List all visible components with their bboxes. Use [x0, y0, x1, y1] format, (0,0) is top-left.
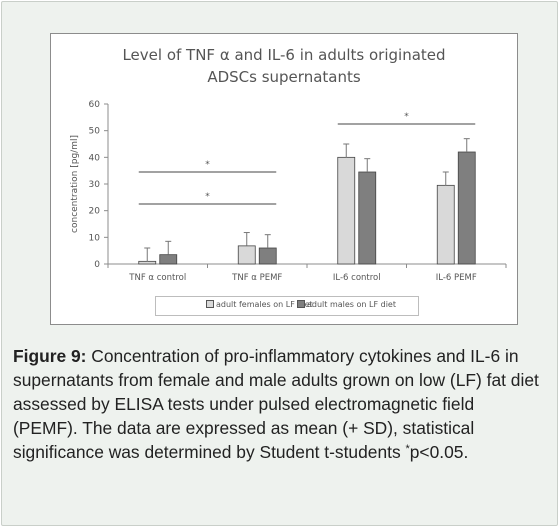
- x-category-label: TNF α PEMF: [231, 273, 282, 283]
- bar-males: [358, 171, 377, 265]
- bar-males: [457, 151, 476, 265]
- bar-females: [237, 245, 256, 265]
- y-tick-label: 50: [89, 127, 101, 137]
- x-category-label: TNF α control: [128, 273, 186, 283]
- caption-text: Concentration of pro-inflammatory cytoki…: [13, 346, 539, 462]
- y-axis-label: concentration [pg/ml]: [70, 135, 80, 233]
- y-tick-label: 60: [89, 100, 101, 110]
- bar-chart: 0 10 20 30 40 50 60 concentration [pg/ml] TNF α …: [70, 100, 507, 283]
- chart-title-line-2: ADSCs supernatants: [207, 68, 361, 86]
- chart-title-line-1: Level of TNF α and IL-6 in adults origin…: [122, 46, 446, 64]
- bar-males: [159, 254, 178, 265]
- bar-females: [337, 156, 356, 265]
- chart-frame: Level of TNF α and IL-6 in adults origin…: [50, 33, 518, 325]
- legend-label-females: adult females on LF diet: [216, 300, 313, 309]
- x-category-label: IL-6 PEMF: [436, 273, 477, 283]
- y-tick-label: 40: [89, 153, 101, 163]
- y-tick-label: 20: [89, 207, 101, 217]
- chart-title: Level of TNF α and IL-6 in adults origin…: [51, 44, 517, 88]
- x-category-label: IL-6 control: [333, 273, 381, 283]
- significance-marker: *: [205, 160, 210, 170]
- significance-marker: *: [205, 192, 210, 202]
- y-tick-label: 10: [89, 233, 101, 243]
- significance-marker: *: [404, 112, 409, 122]
- caption-label: Figure 9:: [13, 346, 87, 366]
- y-tick-label: 0: [94, 260, 100, 270]
- caption-superscript: *: [405, 443, 410, 455]
- legend-item-females: adult females on LF diet: [206, 300, 313, 309]
- chart-legend: adult females on LF diet adult males on …: [155, 296, 419, 316]
- legend-swatch-females: [206, 300, 214, 308]
- bar-males: [258, 247, 277, 265]
- bar-females: [436, 184, 455, 265]
- bar-females: [138, 260, 157, 265]
- legend-label-males: adult males on LF diet: [307, 300, 396, 309]
- legend-swatch-males: [297, 300, 305, 308]
- caption-tail: p<0.05.: [409, 442, 469, 462]
- legend-item-males: adult males on LF diet: [297, 300, 396, 309]
- figure-caption: Figure 9: Concentration of pro-inflammat…: [13, 344, 543, 464]
- y-tick-label: 30: [89, 180, 101, 190]
